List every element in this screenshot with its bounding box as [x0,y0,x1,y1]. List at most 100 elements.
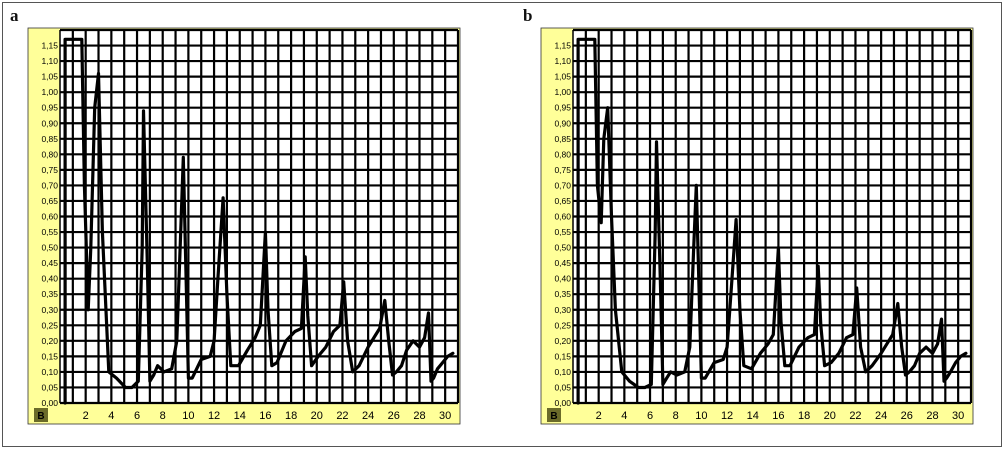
y-tick-label: 0,00 [554,398,571,408]
y-tick-label: 0,95 [554,103,571,113]
data-point [276,361,278,364]
y-tick-label: 0,80 [41,149,58,159]
data-point [391,374,394,376]
data-point [423,336,426,339]
x-tick-label: 6 [134,410,140,422]
data-point [213,340,215,342]
data-point [644,386,646,389]
data-point [187,377,190,379]
data-point [271,364,273,367]
corner-box [34,408,48,422]
x-tick-label: 10 [182,410,194,422]
data-point [375,333,377,336]
data-point [83,184,86,187]
y-tick-label: 0,45 [554,258,571,268]
x-tick-label: 22 [336,410,348,422]
data-point [300,327,303,330]
data-point [395,371,398,373]
data-point [441,361,444,364]
x-tick-label: 28 [926,410,938,422]
data-point [246,349,249,351]
data-point [222,197,224,199]
data-point [384,299,386,302]
y-tick-label: 0,75 [554,165,571,175]
data-point [742,364,745,367]
data-point [124,386,127,389]
data-point [940,318,943,320]
y-tick-label: 0,15 [554,351,571,361]
data-point [637,386,640,389]
y-tick-label: 1,10 [41,56,58,66]
x-tick-label: 4 [621,410,627,422]
data-point [759,352,762,355]
y-tick-label: 1,00 [41,87,58,97]
y-tick-label: 0,70 [41,180,58,190]
x-tick-label: 16 [772,410,784,422]
data-point [306,315,309,317]
data-point [665,377,668,379]
data-point [817,265,820,268]
x-tick-label: 12 [721,410,733,422]
data-point [317,355,319,358]
series-line [576,37,968,405]
data-point [925,346,927,348]
data-point [367,346,369,348]
data-point [346,340,349,342]
y-tick-label: 0,65 [41,196,58,206]
data-point [650,383,653,386]
y-tick-label: 0,35 [554,289,571,299]
data-point [908,371,911,373]
y-tick-label: 0,10 [41,367,58,377]
data-point [436,368,439,370]
x-tick-label: 12 [208,410,220,422]
x-tick-label: 18 [798,410,810,422]
x-tick-label: 26 [901,410,913,422]
data-point [90,246,92,249]
data-point [949,371,952,373]
y-tick-label: 0,85 [41,134,58,144]
data-point [74,38,77,41]
data-point [722,358,725,361]
data-point [577,402,579,404]
x-tick-label: 26 [388,410,400,422]
data-point [659,277,662,280]
data-point [913,364,916,367]
data-point [931,352,934,355]
data-point [432,377,435,379]
data-point [587,38,590,41]
data-point [600,221,603,224]
x-tick-label: 8 [160,410,166,422]
data-point [750,368,753,370]
data-point [342,280,345,283]
y-tick-label: 0,35 [41,289,58,299]
data-point [730,293,732,296]
y-tick-label: 0,05 [554,382,571,392]
data-point [945,377,948,379]
data-point [918,352,921,355]
data-point [405,349,408,351]
data-point [689,346,691,348]
y-tick-label: 0,45 [41,258,58,268]
x-tick-label: 16 [259,410,271,422]
data-point [97,72,100,75]
data-point [596,184,599,187]
data-point [954,361,957,364]
data-point [767,343,769,345]
corner-label: B [37,411,44,422]
data-point [179,231,182,233]
data-point [798,346,800,348]
data-point [943,380,945,383]
x-tick-label: 30 [439,410,451,422]
data-point [837,352,840,355]
panel-label-b: b [523,6,533,25]
y-tick-label: 0,25 [41,320,58,330]
y-tick-label: 0,10 [554,367,571,377]
data-point [655,141,658,143]
x-tick-label: 20 [824,410,836,422]
data-point [217,277,219,280]
data-point [888,340,890,342]
data-point [310,364,313,367]
data-point [304,256,307,258]
data-point [695,184,698,187]
